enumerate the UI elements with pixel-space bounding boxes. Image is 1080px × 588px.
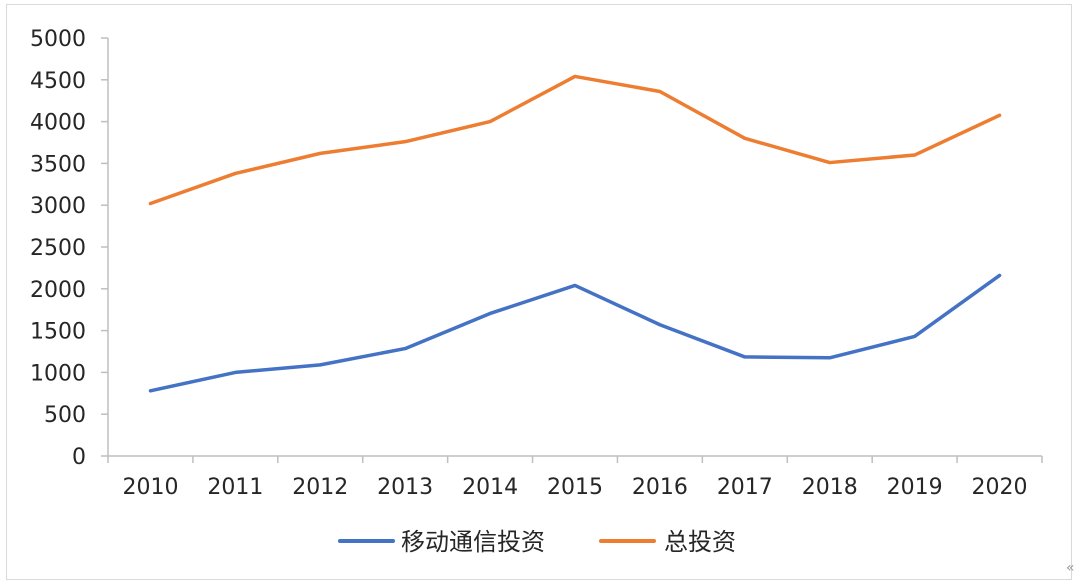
y-tick-label: 1000: [30, 361, 86, 386]
x-tick-label: 2018: [802, 475, 858, 500]
data-point: [743, 355, 747, 359]
x-tick-label: 2013: [377, 475, 433, 500]
chart-frame: [6, 4, 1072, 580]
y-tick-label: 1500: [30, 320, 86, 345]
data-point: [148, 202, 152, 206]
data-point: [998, 273, 1002, 277]
data-point: [573, 283, 577, 287]
y-tick-label: 3500: [30, 152, 86, 177]
x-tick-label: 2019: [887, 475, 943, 500]
data-point: [743, 136, 747, 140]
y-tick-label: 2500: [30, 236, 86, 261]
y-tick-label: 0: [72, 445, 86, 470]
x-tick-label: 2014: [462, 475, 518, 500]
y-tick-label: 4500: [30, 69, 86, 94]
data-point: [488, 311, 492, 315]
y-tick-label: 3000: [30, 194, 86, 219]
data-point: [913, 153, 917, 157]
data-point: [148, 389, 152, 393]
data-point: [658, 90, 662, 94]
series-line-0: [148, 273, 1002, 393]
x-tick-label: 2015: [547, 475, 603, 500]
data-point: [998, 113, 1002, 117]
data-point: [403, 140, 407, 144]
data-point: [828, 161, 832, 165]
x-tick-label: 2016: [632, 475, 688, 500]
data-point: [403, 347, 407, 351]
data-point: [488, 120, 492, 124]
data-point: [318, 363, 322, 367]
data-point: [573, 74, 577, 78]
data-point: [913, 334, 917, 338]
data-point: [233, 370, 237, 374]
legend-label-1: 总投资: [664, 528, 736, 556]
collapse-arrows-icon: «: [1066, 560, 1075, 576]
x-tick-label: 2017: [717, 475, 773, 500]
y-tick-label: 500: [44, 403, 86, 428]
data-point: [828, 356, 832, 360]
data-point: [318, 151, 322, 155]
y-tick-label: 4000: [30, 111, 86, 136]
legend-label-0: 移动通信投资: [401, 528, 545, 556]
series-line-1: [148, 74, 1002, 206]
x-tick-label: 2012: [292, 475, 348, 500]
y-tick-label: 5000: [30, 27, 86, 52]
x-tick-label: 2020: [972, 475, 1028, 500]
x-tick-label: 2010: [122, 475, 178, 500]
data-point: [233, 171, 237, 175]
x-tick-label: 2011: [207, 475, 263, 500]
data-point: [658, 323, 662, 327]
y-tick-label: 2000: [30, 278, 86, 303]
